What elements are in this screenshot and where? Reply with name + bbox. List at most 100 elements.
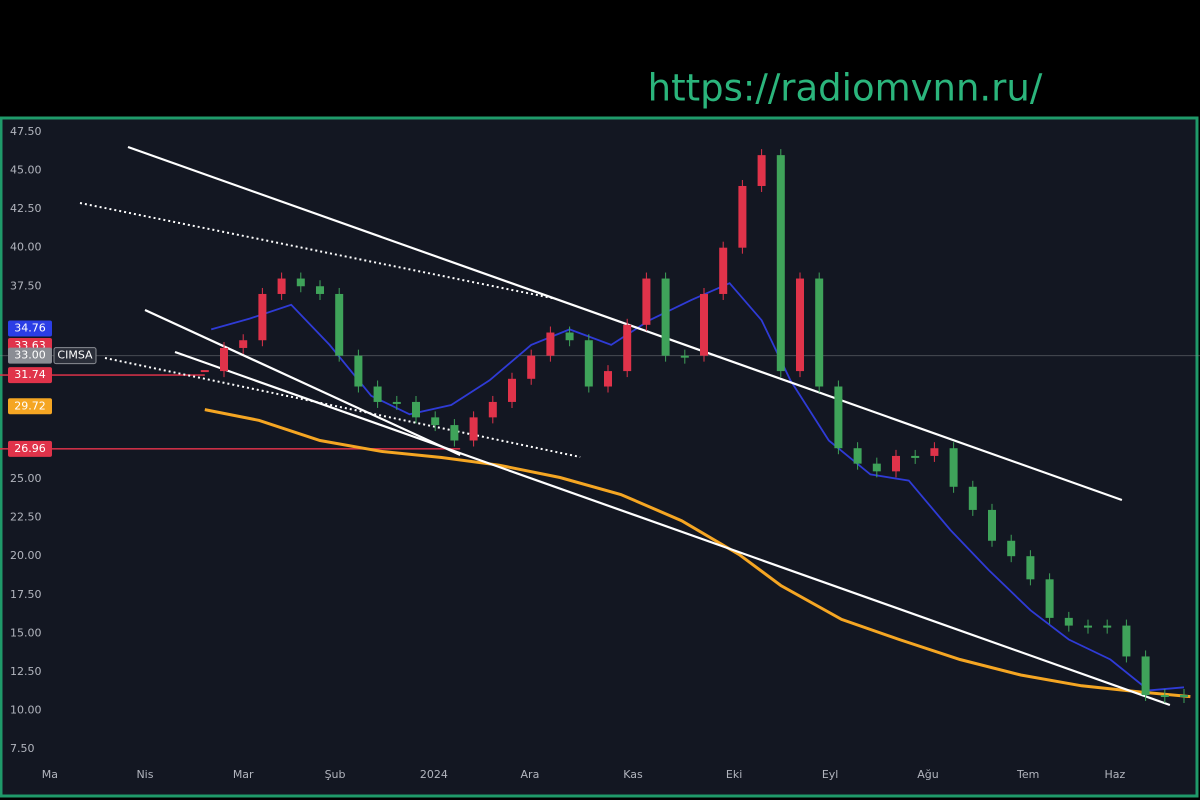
price-tag-label: 29.72 — [14, 399, 46, 412]
y-tick-label: 12.50 — [10, 665, 42, 678]
candle — [815, 278, 824, 387]
candle — [296, 278, 305, 287]
candle — [335, 293, 344, 356]
candle — [488, 401, 497, 418]
candle — [1160, 695, 1169, 698]
price-tag-label: 33.00 — [14, 349, 46, 362]
candle — [508, 378, 516, 402]
x-tick-label: Tem — [1016, 768, 1039, 781]
y-tick-label: 42.50 — [10, 202, 42, 215]
candle — [853, 448, 862, 464]
x-tick-label: Eki — [726, 768, 742, 781]
header-url: https://radiomvnn.ru/ — [648, 67, 1043, 110]
candle — [988, 509, 996, 541]
candle — [220, 347, 228, 372]
price-tag — [8, 320, 52, 337]
candle — [1084, 625, 1092, 628]
candle — [642, 278, 651, 325]
candle — [392, 401, 401, 404]
header-band — [0, 0, 1200, 118]
y-tick-label: 25.00 — [10, 472, 42, 485]
candle — [623, 324, 632, 372]
candle — [258, 293, 267, 341]
candle — [796, 278, 804, 372]
symbol-label: CIMSA — [57, 349, 93, 362]
candle — [1026, 556, 1035, 580]
x-tick-label: Mar — [233, 768, 254, 781]
chart-panel — [0, 116, 1199, 798]
candle — [738, 185, 747, 248]
candle — [1103, 625, 1112, 628]
candle — [1007, 540, 1016, 557]
y-tick-label: 37.50 — [10, 279, 42, 292]
x-tick-label: 2024 — [420, 768, 448, 781]
candle — [776, 155, 785, 372]
x-tick-label: Kas — [623, 768, 643, 781]
price-tag — [8, 398, 52, 415]
y-tick-label: 20.00 — [10, 549, 42, 562]
candle — [354, 355, 363, 387]
price-tag — [8, 440, 52, 457]
candle — [277, 278, 286, 294]
candle — [527, 355, 536, 379]
candle — [757, 155, 766, 186]
candle — [584, 340, 593, 387]
x-tick-label: Haz — [1104, 768, 1125, 781]
x-tick-label: Ara — [521, 768, 540, 781]
symbol-tag — [53, 347, 97, 365]
price-tag — [8, 367, 52, 384]
candle — [316, 286, 324, 294]
price-tag — [8, 347, 52, 364]
candle — [1122, 625, 1131, 657]
candle — [968, 486, 977, 510]
y-tick-label: 7.50 — [10, 742, 35, 755]
candle — [834, 386, 843, 449]
candle — [546, 332, 555, 356]
candle — [892, 455, 900, 472]
candle — [469, 417, 478, 441]
price-tag-label: 34.76 — [14, 322, 46, 335]
plot: 47.50 45.00 42.50 40.00 37.50 25.00 22.50 20.00… — [0, 125, 1200, 781]
candle — [1064, 617, 1073, 626]
candle — [911, 455, 920, 458]
candle — [661, 278, 670, 356]
candle — [373, 386, 382, 402]
candle — [412, 401, 420, 418]
x-tick-label: Şub — [325, 768, 346, 781]
trendline — [104, 357, 581, 458]
trendline — [174, 350, 1171, 707]
candle — [872, 463, 881, 472]
x-tick-label: Eyl — [822, 768, 839, 781]
candle — [1141, 656, 1150, 696]
price-tag-label: 26.96 — [14, 442, 46, 455]
candle — [700, 293, 708, 356]
trendline — [127, 145, 1123, 502]
candle — [565, 332, 574, 341]
candle — [949, 448, 958, 487]
trendline — [79, 202, 556, 300]
candle — [239, 340, 248, 348]
candle — [200, 370, 209, 373]
price-tag-label: 31.74 — [14, 368, 46, 381]
y-tick-label: 15.00 — [10, 626, 42, 639]
x-tick-label: Ağu — [917, 768, 938, 781]
candle — [431, 417, 440, 426]
x-tick-label: Ma — [42, 768, 58, 781]
y-tick-label: 45.00 — [10, 164, 42, 177]
y-tick-label: 40.00 — [10, 241, 42, 254]
candle — [1045, 579, 1054, 618]
candle — [450, 425, 459, 441]
trendline — [144, 309, 461, 456]
y-tick-label: 47.50 — [10, 125, 42, 138]
candle — [680, 355, 689, 358]
y-tick-label: 17.50 — [10, 588, 42, 601]
moving-average — [204, 408, 1191, 699]
y-tick-label: 10.00 — [10, 703, 42, 716]
candle — [604, 371, 612, 387]
candle — [930, 448, 939, 456]
candle — [1180, 695, 1188, 698]
y-tick-label: 22.50 — [10, 511, 42, 524]
candle — [719, 247, 728, 294]
x-tick-label: Nis — [136, 768, 153, 781]
